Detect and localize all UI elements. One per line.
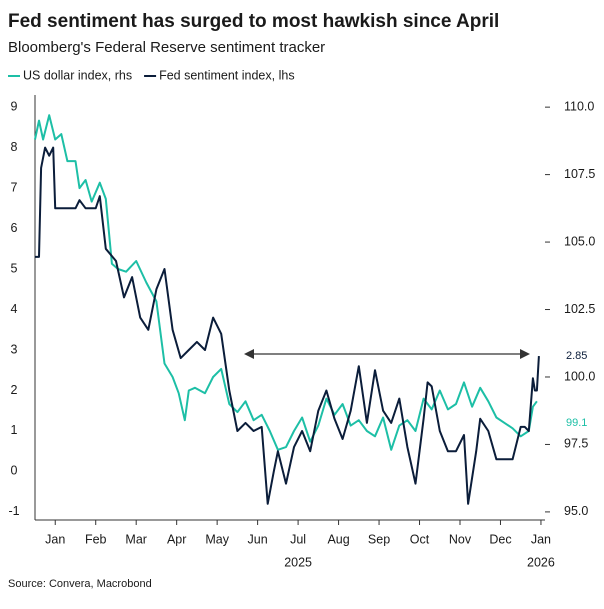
x-tick-label: Feb [85, 532, 107, 546]
x-tick-label: Sep [368, 532, 390, 546]
source: Source: Convera, Macrobond [8, 578, 152, 590]
chart-title: Fed sentiment has surged to most hawkish… [8, 11, 499, 32]
x-tick-label: Jan [45, 532, 65, 546]
end-value-label: 99.1 [566, 417, 587, 429]
x-tick-label: Mar [125, 532, 147, 546]
series-line [35, 146, 540, 505]
y2-tick-label: 100.0 [564, 369, 595, 383]
x-tick-label: Oct [410, 532, 430, 546]
y-tick-label: -1 [8, 504, 19, 518]
y-tick-label: 7 [11, 180, 18, 194]
chart-subtitle: Bloomberg's Federal Reserve sentiment tr… [8, 39, 325, 56]
y-tick-label: 6 [11, 221, 18, 235]
arrow-head [520, 349, 530, 359]
y2-tick-label: 97.5 [564, 437, 588, 451]
x-tick-label: Dec [489, 532, 511, 546]
y-tick-label: 8 [11, 140, 18, 154]
y-tick-label: 9 [11, 99, 18, 113]
y2-tick-label: 110.0 [564, 99, 594, 113]
y-tick-label: 3 [11, 342, 18, 356]
series-line [34, 114, 538, 451]
end-value-label: 2.85 [566, 350, 587, 362]
y-tick-label: 4 [11, 302, 18, 316]
y2-tick-label: 105.0 [564, 234, 595, 248]
y2-tick-label: 95.0 [564, 504, 588, 518]
x-tick-label: Nov [449, 532, 472, 546]
x-tick-label: Jul [290, 532, 306, 546]
x-tick-label: Aug [327, 532, 349, 546]
x-tick-label: Apr [167, 532, 186, 546]
x-tick-label: Jun [248, 532, 268, 546]
x-tick-label: Jan [531, 532, 551, 546]
y-tick-label: 0 [11, 464, 18, 478]
arrow-head [244, 349, 254, 359]
legend-label: US dollar index, rhs [23, 68, 132, 82]
x-tick-label: May [205, 532, 229, 546]
year-label: 2026 [527, 555, 555, 569]
y-tick-label: 1 [11, 423, 18, 437]
y-tick-label: 5 [11, 261, 18, 275]
y2-tick-label: 102.5 [564, 302, 595, 316]
y-tick-label: 2 [11, 383, 18, 397]
legend-label: Fed sentiment index, lhs [159, 68, 295, 82]
year-label: 2025 [284, 555, 312, 569]
y2-tick-label: 107.5 [564, 167, 595, 181]
